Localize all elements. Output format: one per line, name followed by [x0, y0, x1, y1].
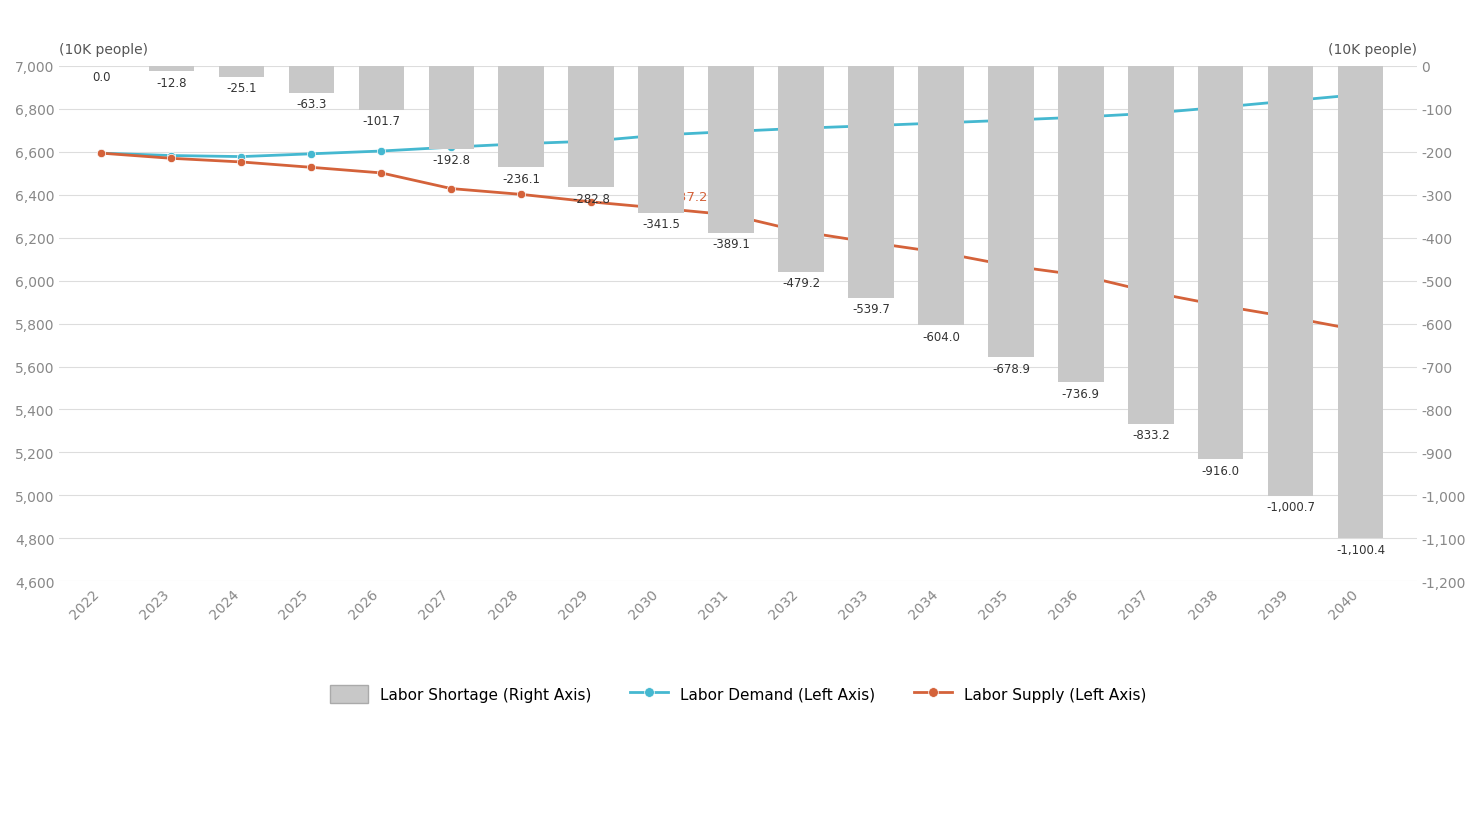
Bar — [148, 67, 194, 73]
Bar — [428, 67, 474, 150]
Text: -12.8: -12.8 — [156, 77, 187, 89]
Text: -916.0: -916.0 — [1201, 464, 1240, 477]
Text: -63.3: -63.3 — [296, 99, 326, 111]
Text: -101.7: -101.7 — [363, 115, 400, 128]
Text: -282.8: -282.8 — [572, 192, 610, 206]
Text: (10K people): (10K people) — [1327, 43, 1417, 57]
Text: (10K people): (10K people) — [59, 43, 148, 57]
Text: -389.1: -389.1 — [712, 238, 749, 251]
Text: -604.0: -604.0 — [923, 330, 960, 344]
Bar — [289, 67, 335, 94]
Bar — [918, 67, 964, 326]
Text: 6337.2: 6337.2 — [661, 191, 708, 204]
Text: -25.1: -25.1 — [227, 82, 256, 95]
Text: -833.2: -833.2 — [1131, 429, 1170, 441]
Text: 5767.5: 5767.5 — [1337, 338, 1383, 350]
Text: -341.5: -341.5 — [643, 217, 680, 231]
Bar — [569, 67, 615, 188]
Bar — [499, 67, 544, 168]
Bar — [849, 67, 893, 298]
Bar — [219, 67, 264, 78]
Bar — [779, 67, 823, 273]
Text: 6678.7: 6678.7 — [638, 116, 684, 130]
Text: -236.1: -236.1 — [502, 172, 541, 186]
Text: -678.9: -678.9 — [992, 362, 1029, 375]
Bar — [708, 67, 754, 234]
Bar — [1057, 67, 1103, 383]
Bar — [358, 67, 404, 110]
Text: -1,000.7: -1,000.7 — [1266, 501, 1315, 513]
Bar — [1129, 67, 1173, 424]
Text: 0.0: 0.0 — [92, 71, 111, 84]
Text: -192.8: -192.8 — [432, 154, 471, 167]
Text: -1,100.4: -1,100.4 — [1336, 543, 1385, 556]
Text: 6867.9: 6867.9 — [1337, 76, 1383, 89]
Bar — [638, 67, 684, 213]
Bar — [1268, 67, 1314, 496]
Legend: Labor Shortage (Right Axis), Labor Demand (Left Axis), Labor Supply (Left Axis): Labor Shortage (Right Axis), Labor Deman… — [314, 670, 1161, 718]
Text: -479.2: -479.2 — [782, 277, 820, 290]
Bar — [1198, 67, 1244, 460]
Text: -736.9: -736.9 — [1062, 387, 1100, 400]
Bar — [988, 67, 1034, 358]
Bar — [1337, 67, 1383, 539]
Text: -539.7: -539.7 — [852, 303, 890, 316]
